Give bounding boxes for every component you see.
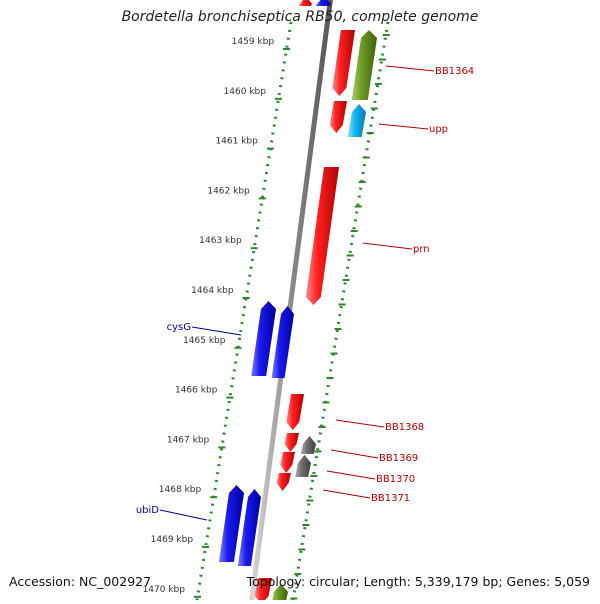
callout-line — [330, 449, 379, 459]
gene-label-ubid[interactable]: ubiD — [136, 505, 159, 516]
gene-arrow-bb1368[interactable] — [286, 394, 304, 430]
gene-arrow-ubid-2[interactable] — [237, 489, 261, 566]
genome-title: Bordetella bronchiseptica RB50, complete… — [121, 9, 479, 25]
gene-label-bb1371[interactable]: BB1371 — [371, 493, 410, 504]
gene-arrow-prn[interactable] — [305, 167, 339, 305]
scale-tick-label: 1464 kbp — [191, 286, 234, 296]
gene-arrow-cysg-1[interactable] — [251, 301, 276, 376]
left-dotted-guide — [195, 21, 293, 601]
gene-label-prn[interactable]: prn — [413, 244, 430, 255]
gene-arrow-gray-2[interactable] — [295, 455, 311, 477]
scale-tick-label: 1462 kbp — [207, 186, 250, 196]
scale-tick-label: 1469 kbp — [151, 535, 194, 545]
right-dotted-guide — [291, 21, 390, 601]
gene-label-upp[interactable]: upp — [429, 124, 448, 135]
backbone-line — [248, 0, 333, 604]
gene-arrow-bb1369[interactable] — [284, 433, 299, 452]
scale-tick-label: 1465 kbp — [183, 336, 226, 346]
gene-features — [218, 0, 377, 604]
gene-arrow[interactable] — [315, 0, 331, 6]
gene-arrow-bb1371[interactable] — [276, 473, 291, 491]
accession-text: Accession: NC_002927 — [9, 574, 152, 589]
callout-line — [191, 326, 242, 336]
gene-callouts: BB1364 upp prn cysG BB1368 BB1369 BB1370 BB1371… — [136, 65, 474, 521]
scale-tick-label: 1470 kbp — [143, 585, 186, 595]
scale-tick-label: 1460 kbp — [224, 87, 267, 97]
gene-arrow-ubid-1[interactable] — [218, 485, 244, 562]
callout-line — [326, 470, 376, 480]
genome-summary-text: Topology: circular; Length: 5,339,179 bp… — [246, 574, 590, 589]
scale-ticks: 1459 kbp 1460 kbp 1461 kbp 1462 kbp 1463 kbp… — [143, 34, 390, 600]
gene-arrow-cysg-2[interactable] — [271, 306, 294, 378]
scale-tick-label: 1468 kbp — [159, 485, 202, 495]
scale-tick-label: 1467 kbp — [167, 435, 210, 445]
gene-arrow-bb1370[interactable] — [280, 452, 295, 473]
gene-arrow-upp[interactable] — [329, 101, 347, 133]
gene-arrow-cyan[interactable] — [347, 104, 366, 137]
gene-label-bb1370[interactable]: BB1370 — [376, 474, 415, 485]
scale-tick-label: 1463 kbp — [199, 236, 242, 246]
callout-line — [378, 123, 429, 130]
callout-line — [385, 65, 435, 72]
callout-line — [335, 419, 385, 428]
callout-line — [362, 242, 413, 250]
gene-arrow-bb1364[interactable] — [332, 30, 355, 96]
gene-label-cysg[interactable]: cysG — [167, 322, 191, 333]
scale-tick-label: 1461 kbp — [215, 137, 258, 147]
gene-arrow-gray-1[interactable] — [300, 436, 316, 454]
gene-arrow[interactable] — [271, 584, 288, 604]
callout-line — [159, 509, 208, 521]
scale-tick-label: 1459 kbp — [232, 37, 275, 47]
gene-arrow-olive[interactable] — [351, 30, 377, 100]
gene-label-bb1364[interactable]: BB1364 — [435, 66, 474, 77]
gene-arrow[interactable] — [254, 578, 272, 604]
gene-arrow[interactable] — [298, 0, 312, 6]
gene-label-bb1368[interactable]: BB1368 — [385, 422, 424, 433]
gene-label-bb1369[interactable]: BB1369 — [379, 453, 418, 464]
callout-line — [322, 489, 371, 499]
scale-tick-label: 1466 kbp — [175, 386, 218, 396]
